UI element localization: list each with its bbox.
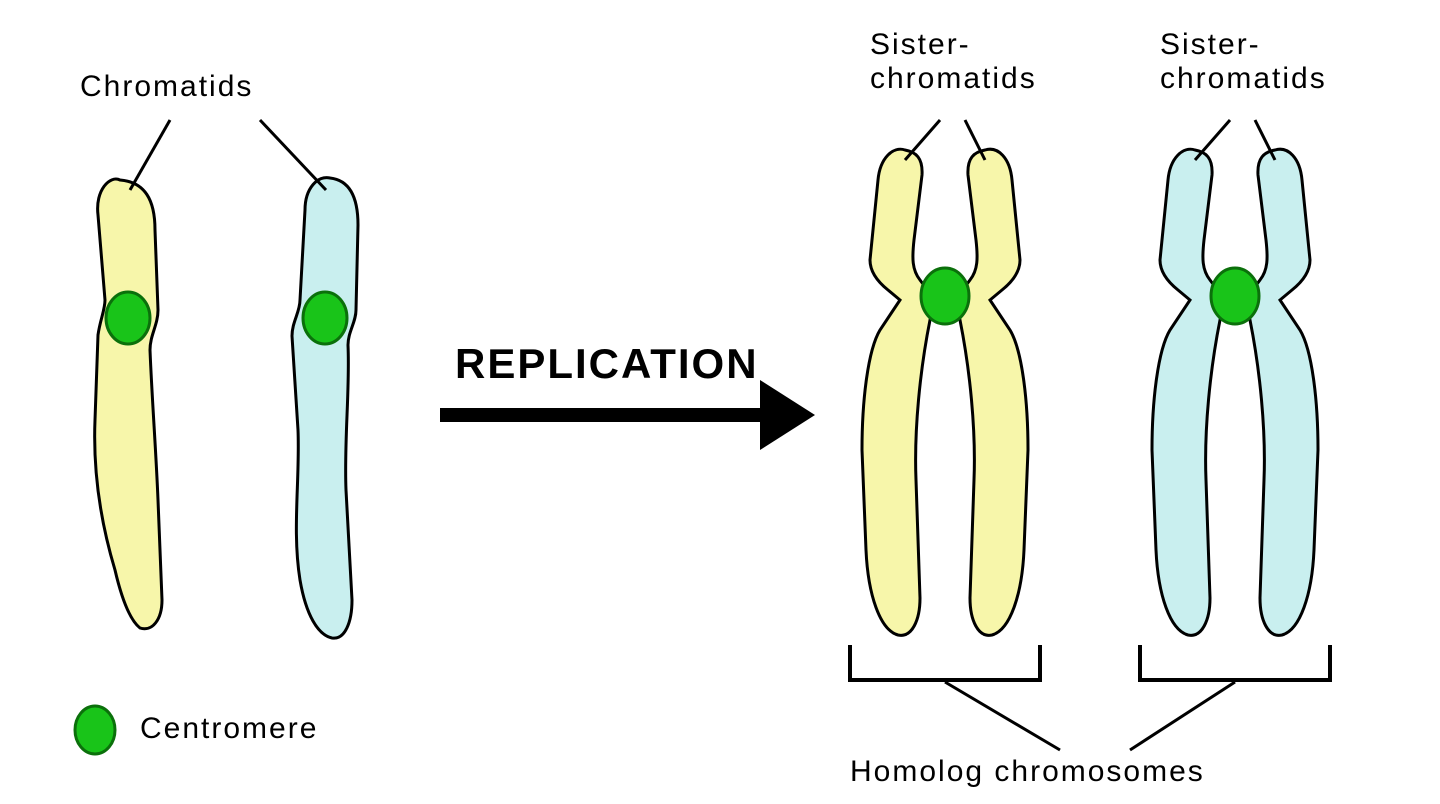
- right-blue-left-arm: [1152, 149, 1225, 635]
- chromatids-label: Chromatids: [80, 70, 253, 104]
- arrow-head: [760, 380, 815, 450]
- replication-arrow: [440, 380, 815, 450]
- diagram-stage: Chromatids REPLICATION Sister- chromatid…: [0, 0, 1440, 804]
- left-yellow-centromere: [106, 292, 150, 344]
- left-blue-chromatid: [292, 178, 358, 639]
- left-yellow-chromatid: [95, 179, 162, 629]
- right-blue-centromere: [1211, 268, 1259, 324]
- replication-label: REPLICATION: [455, 340, 759, 388]
- homolog-connector-2: [1130, 682, 1235, 750]
- sister2-connector-a: [1195, 120, 1230, 160]
- sister-chromatids-label-2: Sister- chromatids: [1160, 28, 1327, 96]
- chromatids-connector-1: [130, 120, 170, 190]
- right-blue-right-arm: [1245, 149, 1318, 635]
- right-yellow-right-arm: [955, 149, 1028, 635]
- right-yellow-left-arm: [862, 149, 935, 635]
- bracket-yellow: [850, 645, 1040, 680]
- centromere-legend-label: Centromere: [140, 712, 318, 746]
- sister-chromatids-label-1: Sister- chromatids: [870, 28, 1037, 96]
- diagram-svg: [0, 0, 1440, 804]
- homolog-label: Homolog chromosomes: [850, 755, 1205, 789]
- chromatids-connector-2: [260, 120, 326, 190]
- sister1-connector-a: [905, 120, 940, 160]
- right-yellow-centromere: [921, 268, 969, 324]
- left-blue-centromere: [303, 292, 347, 344]
- legend-centromere-icon: [75, 706, 115, 754]
- homolog-connector-1: [945, 682, 1060, 750]
- bracket-blue: [1140, 645, 1330, 680]
